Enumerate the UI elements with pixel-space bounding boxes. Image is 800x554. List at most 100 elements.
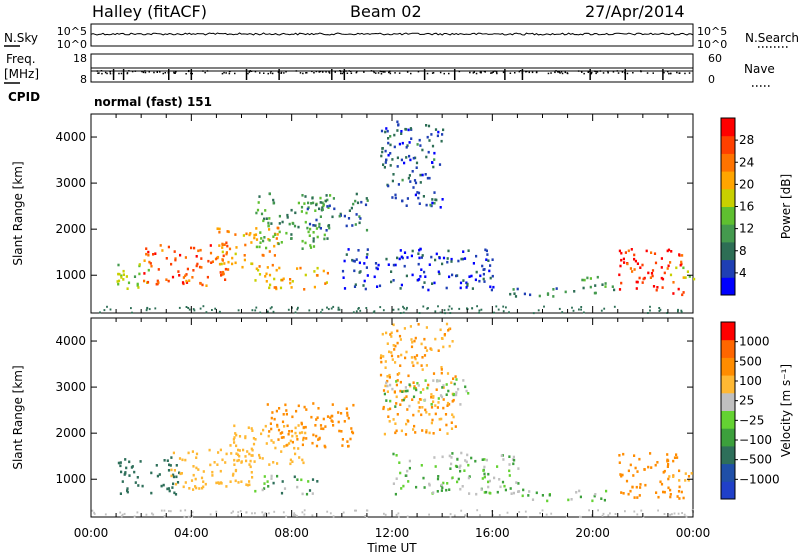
echo-cell	[283, 487, 287, 490]
echo-cell	[290, 233, 293, 236]
echo-cell	[298, 456, 301, 459]
ground-scatter-cell	[261, 511, 264, 514]
echo-cell	[148, 260, 151, 264]
ground-scatter-cell	[458, 307, 461, 310]
echo-cell	[423, 354, 427, 357]
echo-cell	[662, 490, 665, 494]
echo-cell	[218, 262, 222, 266]
echo-cell	[656, 286, 659, 289]
echo-cell	[216, 463, 219, 466]
echo-cell	[260, 432, 263, 436]
echo-cell	[235, 433, 238, 437]
ground-scatter-cell	[270, 306, 273, 309]
echo-cell	[128, 460, 131, 464]
echo-cell	[413, 387, 416, 390]
echo-cell	[185, 273, 188, 276]
echo-cell	[548, 493, 551, 497]
echo-cell	[636, 496, 639, 499]
ground-scatter-cell	[264, 512, 267, 515]
echo-cell	[467, 476, 470, 480]
ground-scatter-cell	[642, 515, 645, 518]
echo-cell	[133, 470, 136, 474]
ground-scatter-cell	[355, 509, 357, 512]
echo-cell	[219, 448, 222, 452]
echo-cell	[283, 445, 286, 448]
echo-cell	[320, 427, 323, 430]
echo-cell	[400, 283, 403, 287]
echo-cell	[414, 357, 417, 361]
echo-cell	[385, 257, 388, 261]
echo-cell	[513, 458, 516, 462]
echo-cell	[451, 340, 454, 343]
echo-cell	[425, 364, 428, 367]
echo-cell	[214, 257, 218, 261]
echo-cell	[390, 335, 393, 338]
echo-cell	[297, 201, 300, 205]
ground-scatter-cell	[614, 513, 617, 515]
echo-cell	[678, 497, 681, 500]
ground-scatter-cell	[237, 511, 240, 514]
echo-cell	[323, 237, 326, 241]
ground-scatter-cell	[191, 511, 194, 514]
echo-cell	[194, 477, 197, 481]
echo-cell	[398, 372, 401, 375]
ground-scatter-cell	[382, 309, 385, 312]
echo-cell	[316, 266, 319, 270]
echo-cell	[392, 263, 395, 267]
ground-scatter-cell	[268, 512, 270, 515]
echo-cell	[482, 277, 485, 281]
echo-cell	[311, 196, 314, 200]
echo-cell	[483, 475, 486, 479]
ground-scatter-cell	[104, 513, 107, 516]
echo-cell	[165, 278, 168, 281]
echo-cell	[634, 259, 637, 263]
echo-cell	[415, 166, 418, 169]
echo-cell	[638, 276, 641, 280]
echo-cell	[491, 258, 494, 261]
echo-cell	[400, 353, 403, 357]
echo-cell	[307, 206, 310, 209]
echo-cell	[620, 474, 623, 478]
ground-scatter-cell	[192, 308, 195, 311]
echo-cell	[263, 475, 266, 478]
echo-cell	[459, 403, 462, 406]
ground-scatter-cell	[673, 512, 676, 515]
echo-cell	[232, 472, 235, 476]
echo-cell	[244, 435, 247, 438]
echo-cell	[415, 354, 419, 357]
echo-cell	[309, 227, 312, 231]
echo-cell	[395, 395, 398, 399]
echo-cell	[388, 373, 391, 377]
echo-cell	[347, 248, 350, 251]
echo-cell	[393, 390, 396, 393]
echo-cell	[171, 275, 175, 279]
echo-cell	[512, 288, 515, 291]
echo-cell	[251, 476, 254, 479]
echo-cell	[174, 257, 177, 260]
echo-cell	[173, 491, 176, 495]
ground-scatter-cell	[338, 308, 341, 311]
echo-cell	[305, 211, 308, 215]
echo-cell	[400, 487, 403, 490]
echo-cell	[445, 488, 448, 492]
ground-scatter-cell	[245, 511, 248, 514]
echo-cell	[407, 420, 410, 423]
echo-cell	[419, 391, 422, 394]
echo-cell	[210, 261, 213, 264]
echo-cell	[396, 120, 399, 124]
echo-cell	[249, 232, 252, 235]
echo-cell	[546, 292, 550, 295]
ground-scatter-cell	[478, 309, 481, 312]
echo-cell	[555, 287, 558, 290]
echo-cell	[352, 403, 355, 407]
colorbar-tick-label: 500	[739, 354, 762, 368]
echo-cell	[627, 249, 630, 253]
echo-cell	[465, 286, 468, 289]
colorbar-tick-label: −500	[739, 453, 772, 467]
ground-scatter-cell	[561, 311, 564, 314]
ground-scatter-cell	[395, 513, 398, 516]
echo-cell	[399, 287, 402, 290]
echo-cell	[244, 243, 247, 247]
echo-cell	[663, 490, 666, 494]
echo-cell	[390, 351, 393, 354]
